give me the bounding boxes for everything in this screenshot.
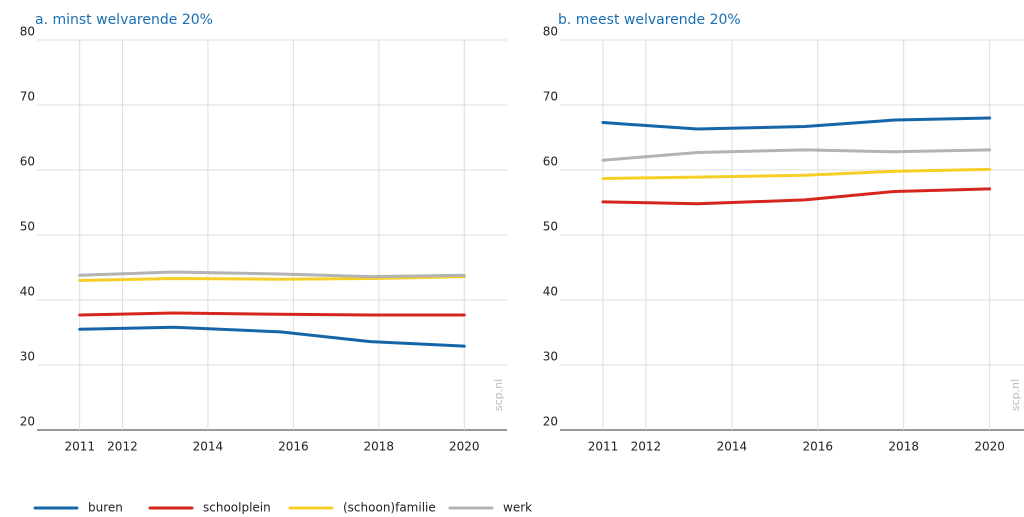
x-tick-label: 2012 bbox=[631, 440, 662, 454]
legend-label: werk bbox=[503, 501, 532, 515]
x-tick-label: 2014 bbox=[717, 440, 748, 454]
y-tick-label: 40 bbox=[20, 285, 35, 299]
y-tick-label: 50 bbox=[543, 220, 558, 234]
watermark: scp.nl bbox=[492, 379, 505, 411]
x-tick-label: 2020 bbox=[974, 440, 1005, 454]
y-tick-label: 30 bbox=[543, 350, 558, 364]
y-tick-label: 40 bbox=[543, 285, 558, 299]
x-tick-label: 2011 bbox=[588, 440, 619, 454]
x-tick-label: 2018 bbox=[888, 440, 919, 454]
x-tick-label: 2018 bbox=[364, 440, 395, 454]
y-tick-label: 30 bbox=[20, 350, 35, 364]
legend-label: (schoon)familie bbox=[343, 501, 436, 515]
watermark: scp.nl bbox=[1009, 379, 1022, 411]
line-series bbox=[78, 270, 466, 279]
line-series bbox=[601, 116, 992, 131]
x-tick-label: 2011 bbox=[64, 440, 95, 454]
y-tick-label: 20 bbox=[543, 415, 558, 429]
x-tick-label: 2014 bbox=[193, 440, 224, 454]
y-tick-label: 60 bbox=[20, 155, 35, 169]
y-tick-label: 70 bbox=[20, 90, 35, 104]
y-tick-label: 70 bbox=[543, 90, 558, 104]
chart-title: b. meest welvarende 20% bbox=[558, 12, 741, 28]
y-tick-label: 20 bbox=[20, 415, 35, 429]
x-tick-label: 2020 bbox=[449, 440, 480, 454]
line-series bbox=[601, 148, 992, 162]
y-tick-label: 80 bbox=[543, 25, 558, 39]
y-tick-label: 80 bbox=[20, 25, 35, 39]
line-series bbox=[78, 311, 466, 317]
line-series bbox=[601, 167, 992, 180]
x-tick-label: 2012 bbox=[107, 440, 138, 454]
legend-label: buren bbox=[88, 501, 123, 515]
line-series bbox=[78, 275, 466, 282]
x-tick-label: 2016 bbox=[278, 440, 309, 454]
x-tick-label: 2016 bbox=[803, 440, 834, 454]
legend-label: schoolplein bbox=[203, 501, 271, 515]
y-tick-label: 60 bbox=[543, 155, 558, 169]
y-tick-label: 50 bbox=[20, 220, 35, 234]
chart-title: a. minst welvarende 20% bbox=[35, 12, 213, 28]
line-series bbox=[601, 187, 992, 206]
line-series bbox=[78, 325, 466, 348]
